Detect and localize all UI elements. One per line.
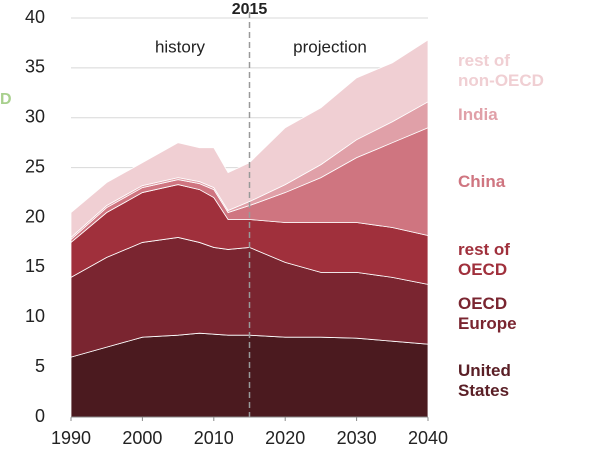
annotation-year: 2015 bbox=[232, 1, 268, 18]
annotation-history: history bbox=[155, 37, 206, 56]
x-tick-label: 2010 bbox=[194, 428, 234, 448]
legend-label: India bbox=[458, 104, 498, 124]
x-tick-label: 2030 bbox=[337, 428, 377, 448]
y-tick-label: 30 bbox=[25, 107, 45, 127]
legend-label: OECD Europe bbox=[458, 294, 517, 334]
x-tick-label: 2000 bbox=[122, 428, 162, 448]
legend-label: rest of non-OECD bbox=[458, 50, 544, 90]
y-tick-label: 20 bbox=[25, 206, 45, 226]
annotation-projection: projection bbox=[293, 37, 367, 56]
y-tick-label: 15 bbox=[25, 256, 45, 276]
y-tick-label: 5 bbox=[35, 356, 45, 376]
y-tick-label: 40 bbox=[25, 7, 45, 27]
legend-label: China bbox=[458, 171, 506, 191]
x-tick-label: 2020 bbox=[265, 428, 305, 448]
x-tick-label: 1990 bbox=[51, 428, 91, 448]
x-tick-label: 2040 bbox=[408, 428, 448, 448]
y-tick-label: 35 bbox=[25, 57, 45, 77]
legend-label: United States bbox=[458, 360, 511, 400]
y-label: D bbox=[0, 91, 12, 108]
y-tick-label: 0 bbox=[35, 406, 45, 426]
y-tick-label: 25 bbox=[25, 156, 45, 176]
legend-label: rest of OECD bbox=[458, 239, 510, 279]
y-tick-label: 10 bbox=[25, 306, 45, 326]
